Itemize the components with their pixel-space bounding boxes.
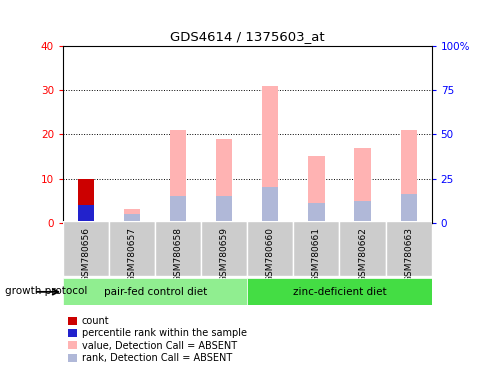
Legend: count, percentile rank within the sample, value, Detection Call = ABSENT, rank, : count, percentile rank within the sample… [68,316,246,363]
Bar [63,221,109,276]
Text: growth protocol: growth protocol [5,286,87,296]
Text: GSM780656: GSM780656 [81,227,91,283]
Text: GSM780658: GSM780658 [173,227,182,283]
Text: GSM780661: GSM780661 [311,227,320,283]
Bar [63,278,247,305]
Bar [78,205,94,223]
Bar [400,194,416,223]
Text: GSM780663: GSM780663 [403,227,412,283]
Bar [201,221,247,276]
Bar [124,210,140,223]
Bar [170,130,186,223]
Text: GSM780660: GSM780660 [265,227,274,283]
Text: GSM780659: GSM780659 [219,227,228,283]
Text: pair-fed control diet: pair-fed control diet [104,287,206,297]
Bar [124,214,140,223]
Bar [400,130,416,223]
Bar [339,221,385,276]
Title: GDS4614 / 1375603_at: GDS4614 / 1375603_at [170,30,324,43]
Bar [354,148,370,223]
Bar [170,196,186,223]
Bar [308,157,324,223]
Text: GSM780657: GSM780657 [127,227,136,283]
Text: GSM780662: GSM780662 [357,227,366,282]
Bar [216,139,232,223]
Bar [308,203,324,223]
Bar [354,200,370,223]
Bar [247,278,431,305]
Text: zinc-deficient diet: zinc-deficient diet [292,287,386,297]
Bar [216,196,232,223]
Bar [247,221,293,276]
Bar [109,221,155,276]
Bar [78,179,94,223]
Bar [262,86,278,223]
Bar [293,221,339,276]
Bar [262,187,278,223]
Bar [155,221,201,276]
Bar [385,221,431,276]
